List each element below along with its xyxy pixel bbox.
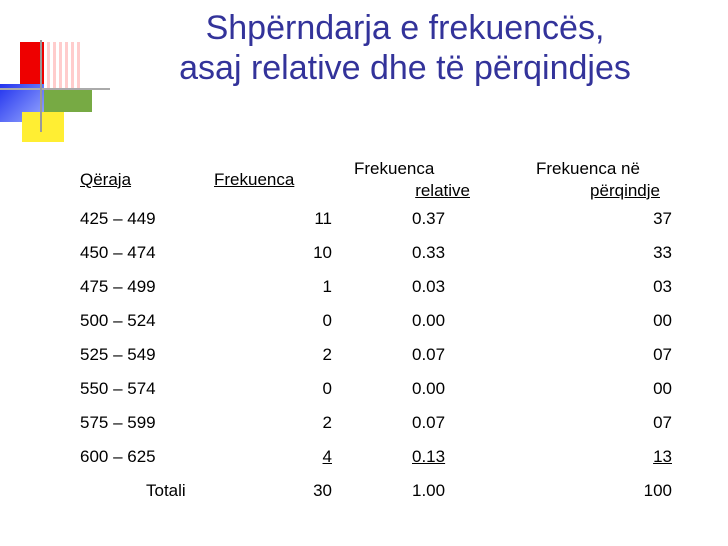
cell-percent: 07 bbox=[653, 413, 672, 432]
cell-relative: 0.07 bbox=[412, 413, 446, 432]
table-row: 575 – 599 2 0.07 07 bbox=[80, 406, 672, 440]
cell-interval: 475 – 499 bbox=[80, 277, 156, 296]
title-line-2: asaj relative dhe të përqindjes bbox=[179, 49, 631, 87]
cell-relative: 0.13 bbox=[412, 447, 446, 466]
table-row: 525 – 549 2 0.07 07 bbox=[80, 338, 672, 372]
cell-frequency: 2 bbox=[322, 345, 332, 364]
cell-percent: 13 bbox=[653, 447, 672, 466]
deco-yellow-square bbox=[22, 112, 64, 142]
cell-interval: 425 – 449 bbox=[80, 209, 156, 228]
cell-percent: 37 bbox=[653, 209, 672, 228]
cell-percent: 00 bbox=[653, 379, 672, 398]
cell-frequency: 0 bbox=[322, 379, 332, 398]
cell-percent: 03 bbox=[653, 277, 672, 296]
cell-percent: 07 bbox=[653, 345, 672, 364]
page-title: Shpërndarja e frekuencës, asaj relative … bbox=[110, 8, 700, 88]
cell-frequency: 1 bbox=[322, 277, 332, 296]
cell-frequency: 4 bbox=[322, 447, 332, 466]
header-class-interval: Qëraja bbox=[80, 170, 132, 189]
cell-interval: 600 – 625 bbox=[80, 447, 156, 466]
cell-relative: 0.33 bbox=[412, 243, 446, 262]
deco-green-square bbox=[44, 90, 92, 112]
header-relative-frequency: Frekuenca relative bbox=[354, 159, 470, 200]
header-row: Qëraja Frekuenca Frekuenca relative Frek… bbox=[80, 158, 672, 202]
cell-frequency: 2 bbox=[322, 413, 332, 432]
frequency-table: Qëraja Frekuenca Frekuenca relative Frek… bbox=[80, 158, 672, 508]
cell-frequency: 10 bbox=[313, 243, 332, 262]
table-row: 550 – 574 0 0.00 00 bbox=[80, 372, 672, 406]
cell-interval: 500 – 524 bbox=[80, 311, 156, 330]
cell-relative: 0.37 bbox=[412, 209, 446, 228]
total-label: Totali bbox=[146, 481, 186, 500]
table-row: 475 – 499 1 0.03 03 bbox=[80, 270, 672, 304]
cell-relative: 0.07 bbox=[412, 345, 446, 364]
header-percent-frequency: Frekuenca në përqindje bbox=[536, 159, 660, 200]
cell-interval: 550 – 574 bbox=[80, 379, 156, 398]
table-row: 600 – 625 4 0.13 13 bbox=[80, 440, 672, 474]
total-relative: 1.00 bbox=[412, 481, 446, 500]
deco-horizontal-line bbox=[0, 88, 110, 90]
cell-relative: 0.00 bbox=[412, 311, 446, 330]
total-row: Totali 30 1.00 100 bbox=[80, 474, 672, 508]
cell-interval: 575 – 599 bbox=[80, 413, 156, 432]
title-line-1: Shpërndarja e frekuencës, bbox=[205, 9, 605, 47]
total-frequency: 30 bbox=[313, 481, 332, 500]
cell-interval: 450 – 474 bbox=[80, 243, 156, 262]
table-row: 425 – 449 11 0.37 37 bbox=[80, 202, 672, 236]
table-row: 450 – 474 10 0.33 33 bbox=[80, 236, 672, 270]
cell-percent: 33 bbox=[653, 243, 672, 262]
cell-relative: 0.00 bbox=[412, 379, 446, 398]
header-frequency: Frekuenca bbox=[214, 170, 295, 189]
cell-percent: 00 bbox=[653, 311, 672, 330]
cell-frequency: 11 bbox=[314, 209, 332, 228]
table-row: 500 – 524 0 0.00 00 bbox=[80, 304, 672, 338]
cell-frequency: 0 bbox=[322, 311, 332, 330]
deco-vertical-line bbox=[40, 40, 42, 132]
total-percent: 100 bbox=[643, 481, 672, 500]
cell-relative: 0.03 bbox=[412, 277, 446, 296]
cell-interval: 525 – 549 bbox=[80, 345, 156, 364]
